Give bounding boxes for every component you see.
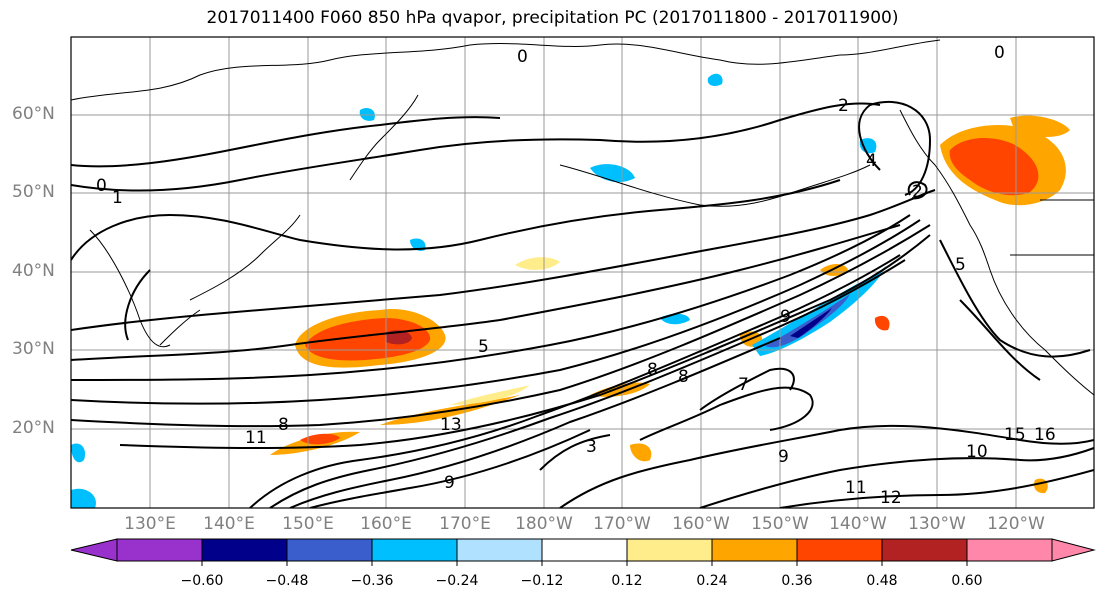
colorbar-extend-max	[1051, 538, 1096, 562]
colorbar-tick-label: 0.24	[696, 573, 728, 589]
contour-label: 8	[647, 360, 658, 380]
qvapor-contours	[71, 100, 1094, 508]
lon-label: 150°W	[751, 514, 809, 534]
contour-label: 2	[838, 96, 849, 116]
contour-label: 9	[444, 473, 455, 493]
colorbar-swatch	[796, 538, 883, 562]
lon-label: 170°W	[593, 514, 651, 534]
contour-label: 0	[994, 43, 1005, 63]
contour-label: 4	[866, 151, 877, 171]
graticule	[71, 37, 1094, 508]
colorbar-tick-label: −0.24	[435, 573, 479, 589]
lat-label: 20°N	[12, 418, 55, 438]
colorbar-swatch	[711, 538, 798, 562]
lon-label: 140°E	[203, 514, 255, 534]
colorbar-swatch	[116, 538, 203, 562]
contour-label: 8	[678, 367, 689, 387]
colorbar	[70, 538, 1096, 566]
lat-label: 60°N	[12, 104, 55, 124]
contour-label: 13	[440, 415, 462, 435]
lon-label: 130°E	[124, 514, 176, 534]
contour-label: 8	[278, 415, 289, 435]
colorbar-swatch	[626, 538, 713, 562]
colorbar-tick-label: 0.36	[781, 573, 813, 589]
colorbar-swatch	[371, 538, 458, 562]
lon-label: 120°W	[987, 514, 1045, 534]
contour-label: 1	[112, 188, 123, 208]
contour-label: 10	[966, 442, 988, 462]
lat-label: 50°N	[12, 182, 55, 202]
coastlines	[71, 39, 1094, 396]
map-title: 2017011400 F060 850 hPa qvapor, precipit…	[206, 8, 899, 28]
contour-label: 11	[245, 428, 267, 448]
lon-label: 150°E	[282, 514, 334, 534]
contour-label: 2	[912, 182, 923, 202]
contour-label: 5	[955, 255, 966, 275]
colorbar-tick-label: 0.60	[951, 573, 983, 589]
contour-label: 16	[1034, 425, 1056, 445]
colorbar-tick-label: 0.12	[611, 573, 643, 589]
contour-label: 5	[478, 337, 489, 357]
contour-label: 9	[778, 447, 789, 467]
plot-frame	[70, 36, 1095, 509]
contour-label: 0	[96, 176, 107, 196]
colorbar-swatch	[541, 538, 628, 562]
contour-label: 11	[845, 478, 867, 498]
contour-label: 15	[1004, 425, 1026, 445]
contour-label: 7	[738, 375, 749, 395]
colorbar-tick-label: 0.48	[866, 573, 898, 589]
contour-label: 12	[880, 488, 902, 508]
lon-label: 170°E	[439, 514, 491, 534]
colorbar-swatch	[456, 538, 543, 562]
lon-label: 180°W	[515, 514, 573, 534]
colorbar-tick-label: −0.36	[350, 573, 394, 589]
lon-label: 130°W	[908, 514, 966, 534]
colorbar-swatch	[966, 538, 1053, 562]
lat-label: 30°N	[12, 339, 55, 359]
colorbar-swatch	[881, 538, 968, 562]
contour-label: 3	[586, 437, 597, 457]
contour-label-group: 0 0 0 1 2 2 5 5 8 8 9 10 11 11 12 13 15 …	[96, 43, 1056, 508]
contour-label: 9	[780, 307, 791, 327]
lon-label: 160°E	[360, 514, 412, 534]
colorbar-swatch	[201, 538, 288, 562]
lon-label: 160°W	[672, 514, 730, 534]
colorbar-tick-label: −0.12	[520, 573, 564, 589]
colorbar-tick-label: −0.48	[265, 573, 309, 589]
contour-label: 0	[517, 47, 528, 67]
colorbar-swatch	[286, 538, 373, 562]
colorbar-tick-label: −0.60	[180, 573, 224, 589]
lon-label: 140°W	[829, 514, 887, 534]
colorbar-extend-min	[70, 538, 118, 562]
lat-label: 40°N	[12, 261, 55, 281]
